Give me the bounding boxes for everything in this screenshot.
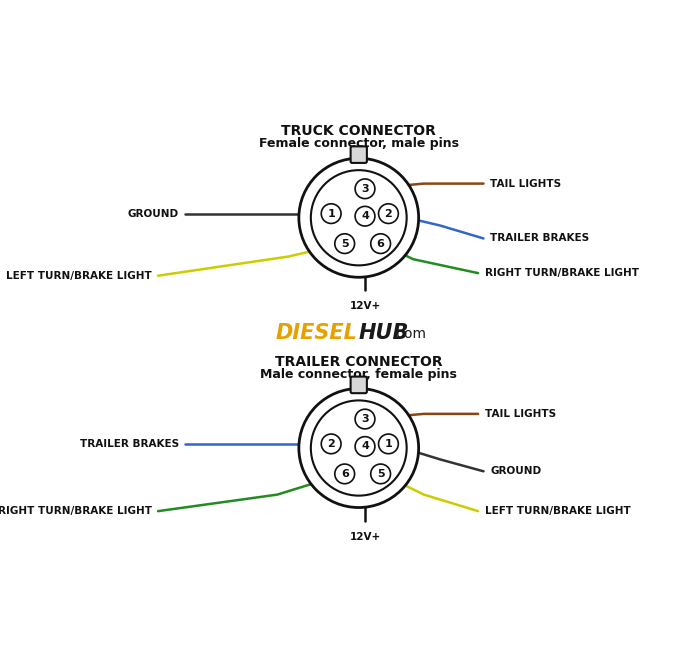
Text: 5: 5 [341, 239, 349, 249]
Text: TRUCK CONNECTOR: TRUCK CONNECTOR [281, 124, 436, 138]
Text: GROUND: GROUND [127, 208, 178, 218]
Ellipse shape [379, 204, 398, 224]
Text: RIGHT TURN/BRAKE LIGHT: RIGHT TURN/BRAKE LIGHT [484, 268, 638, 278]
Ellipse shape [371, 234, 391, 253]
Text: .com: .com [393, 327, 426, 341]
Text: LEFT TURN/BRAKE LIGHT: LEFT TURN/BRAKE LIGHT [484, 506, 631, 516]
Ellipse shape [321, 434, 341, 454]
Ellipse shape [299, 388, 419, 507]
Text: 4: 4 [361, 442, 369, 452]
Text: 2: 2 [384, 208, 392, 218]
Text: 4: 4 [361, 211, 369, 221]
Text: HUB: HUB [358, 323, 409, 343]
Ellipse shape [355, 206, 375, 226]
Text: 5: 5 [377, 469, 384, 479]
Text: 12V+: 12V+ [349, 532, 381, 542]
Ellipse shape [335, 464, 355, 484]
Text: TRAILER BRAKES: TRAILER BRAKES [80, 439, 178, 449]
Text: 3: 3 [361, 414, 369, 424]
Text: TAIL LIGHTS: TAIL LIGHTS [490, 179, 561, 189]
Text: TRAILER CONNECTOR: TRAILER CONNECTOR [275, 355, 442, 369]
Text: 1: 1 [328, 208, 335, 218]
Ellipse shape [379, 434, 398, 454]
Ellipse shape [299, 159, 419, 278]
Ellipse shape [355, 409, 375, 429]
Text: GROUND: GROUND [490, 466, 541, 476]
Text: DIESEL: DIESEL [275, 323, 357, 343]
Ellipse shape [355, 437, 375, 456]
Text: 6: 6 [377, 239, 384, 249]
FancyBboxPatch shape [351, 146, 367, 163]
Text: 6: 6 [341, 469, 349, 479]
Text: LEFT TURN/BRAKE LIGHT: LEFT TURN/BRAKE LIGHT [6, 271, 151, 281]
Text: 3: 3 [361, 183, 369, 194]
Ellipse shape [371, 464, 391, 484]
Ellipse shape [321, 204, 341, 224]
Text: Female connector, male pins: Female connector, male pins [259, 137, 458, 151]
Text: TAIL LIGHTS: TAIL LIGHTS [484, 409, 556, 419]
Ellipse shape [335, 234, 355, 253]
Ellipse shape [355, 179, 375, 199]
Text: Male connector, female pins: Male connector, female pins [260, 368, 457, 380]
Text: 2: 2 [328, 439, 335, 449]
Text: 12V+: 12V+ [349, 300, 381, 310]
FancyBboxPatch shape [351, 376, 367, 393]
Text: RIGHT TURN/BRAKE LIGHT: RIGHT TURN/BRAKE LIGHT [0, 506, 151, 516]
Text: 1: 1 [384, 439, 392, 449]
Text: TRAILER BRAKES: TRAILER BRAKES [490, 233, 589, 243]
